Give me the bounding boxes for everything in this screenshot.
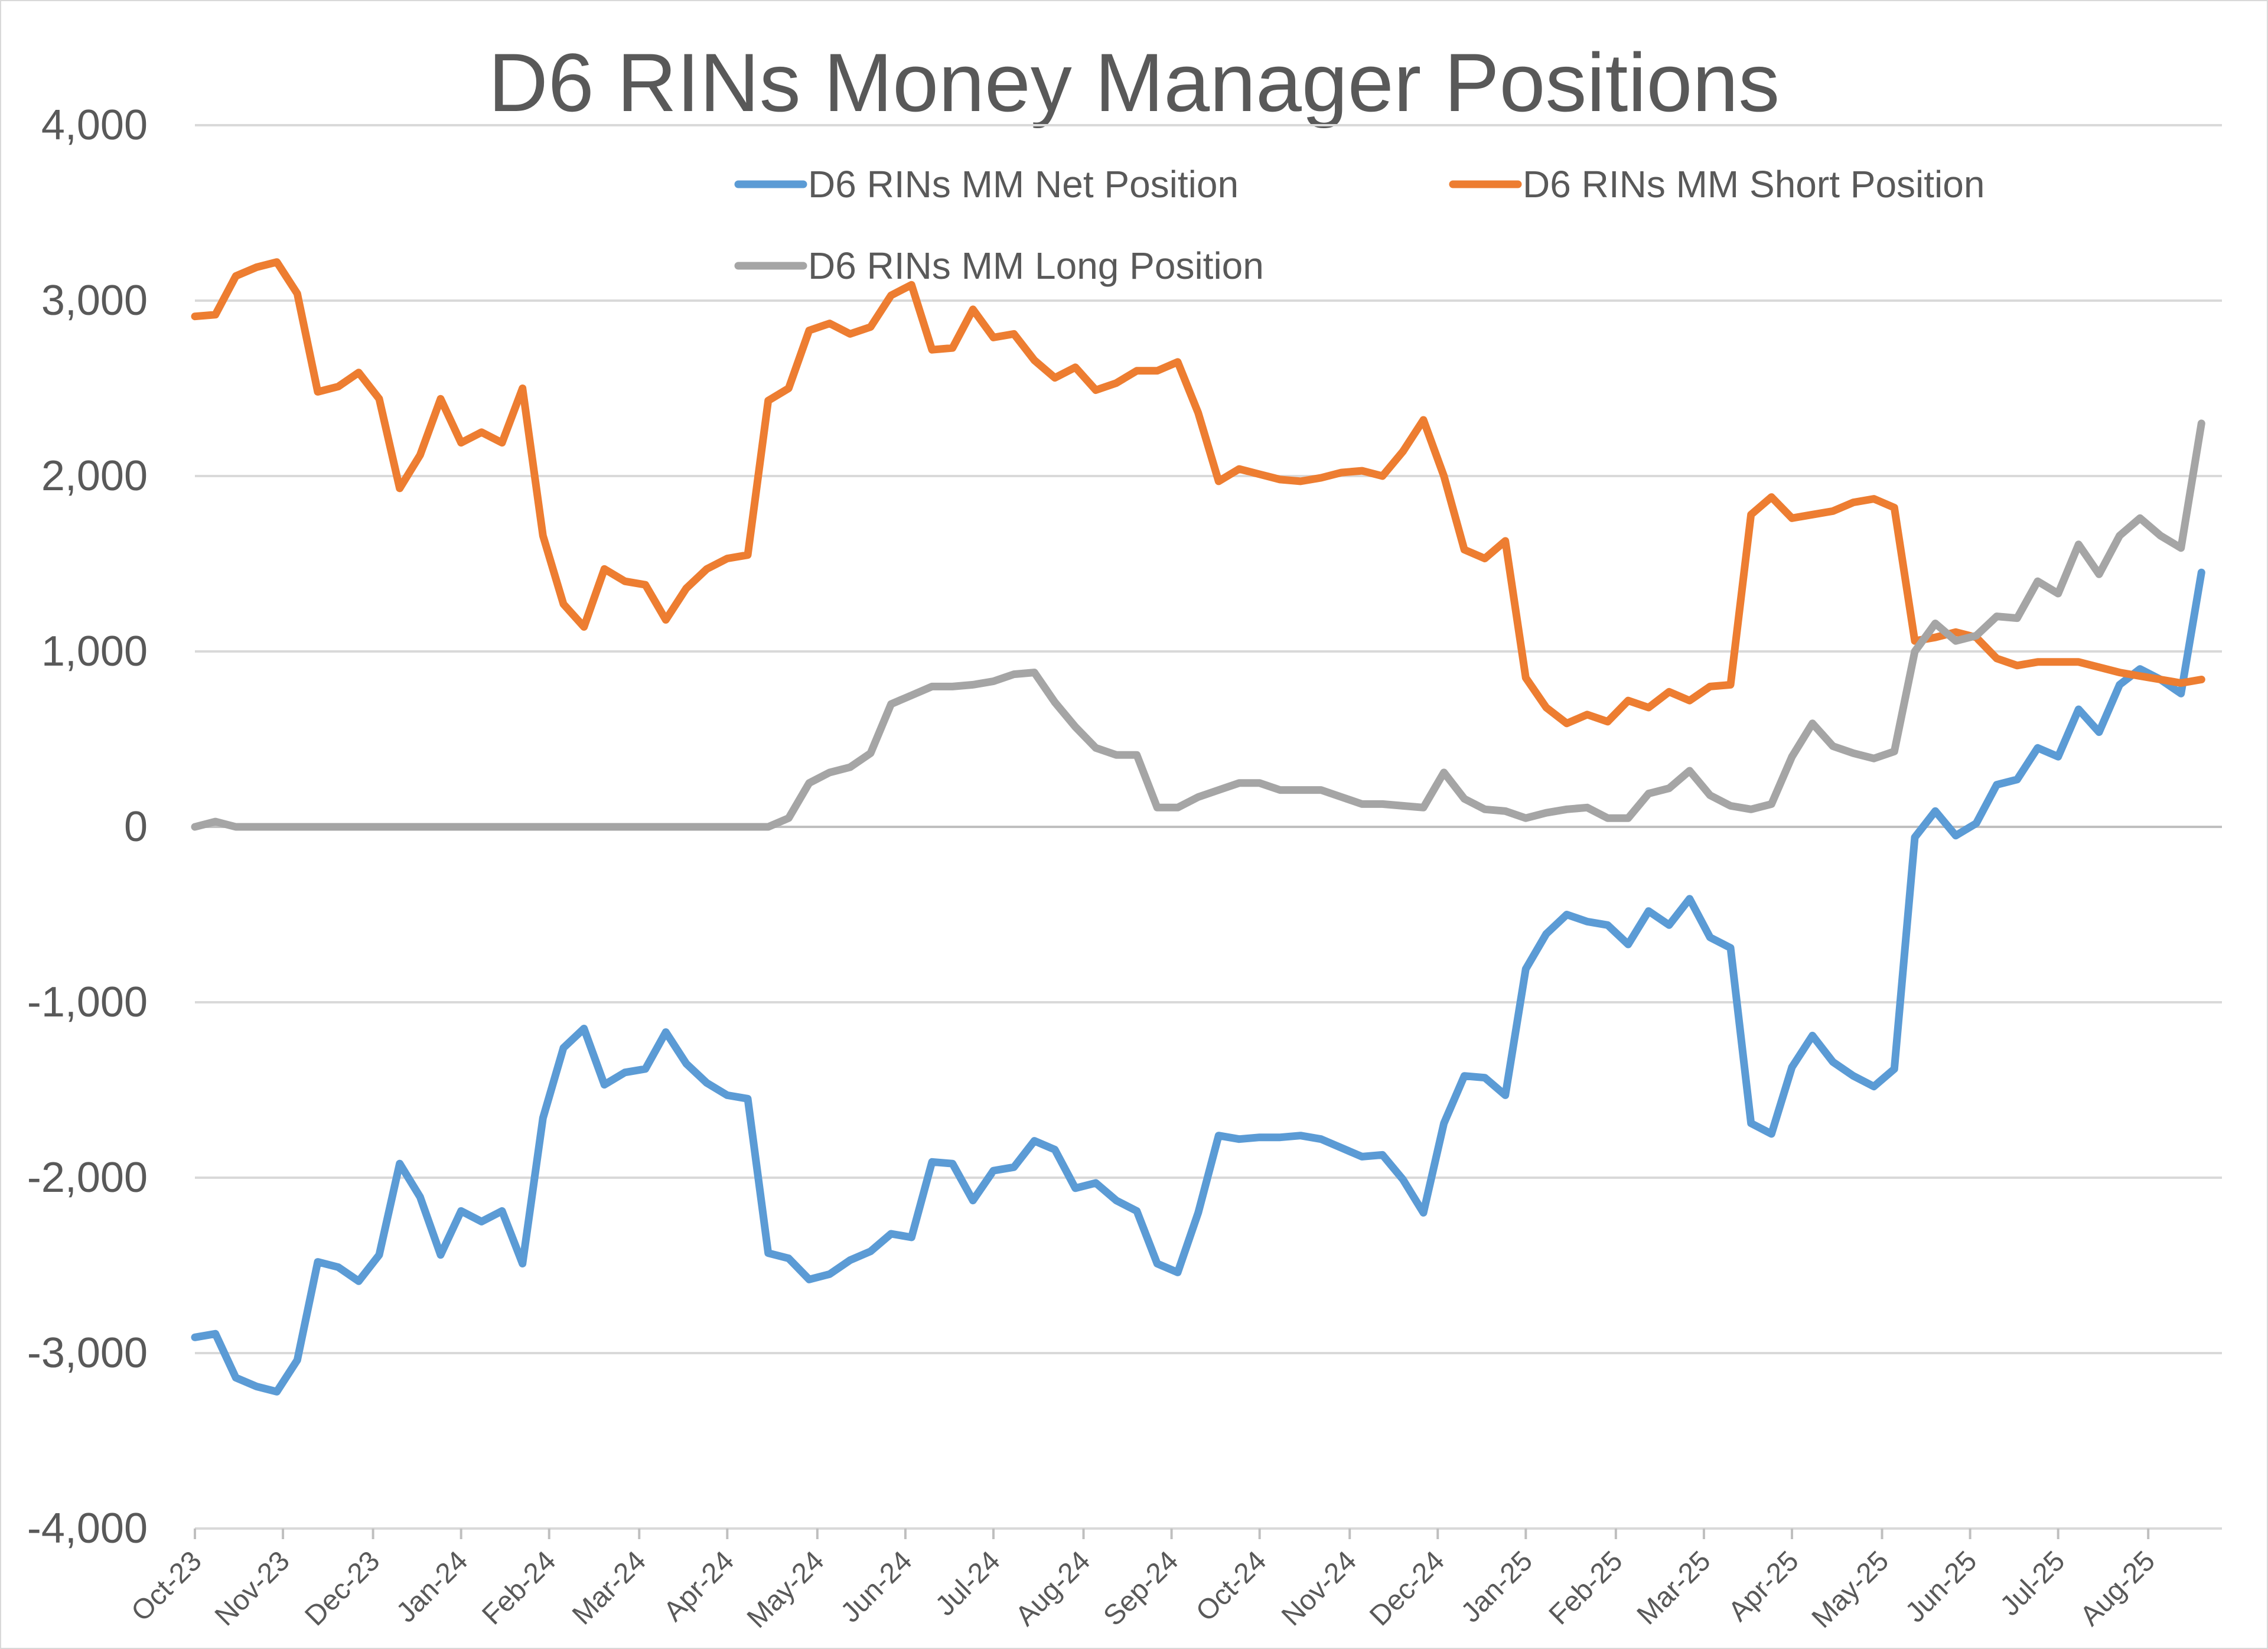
legend-label: D6 RINs MM Short Position — [1523, 163, 1984, 206]
y-tick-label: 0 — [124, 803, 148, 850]
x-tick-label: Jul-24 — [930, 1545, 1006, 1622]
y-tick-label: -1,000 — [27, 979, 148, 1026]
y-axis-ticks: 4,000 3,000 2,000 1,000 0 -1,000 -2,000 -3,000 -… — [27, 102, 148, 1552]
legend-label: D6 RINs MM Net Position — [808, 163, 1239, 206]
x-tick-label: Apr-24 — [658, 1545, 740, 1627]
y-tick-label: -3,000 — [27, 1329, 148, 1377]
y-tick-label: 1,000 — [41, 628, 148, 675]
x-tick-label: Aug-25 — [2074, 1545, 2161, 1632]
legend-label: D6 RINs MM Long Position — [808, 245, 1264, 287]
y-tick-label: 2,000 — [41, 452, 148, 500]
x-tick-label: Jun-25 — [1899, 1545, 1983, 1628]
x-tick-label: Dec-24 — [1364, 1545, 1451, 1632]
x-tick-label: Feb-25 — [1543, 1545, 1629, 1631]
series-line-d6-rins-mm-short-position — [191, 258, 2205, 728]
x-tick-label: Nov-23 — [209, 1545, 296, 1632]
x-tick-label: Mar-24 — [566, 1545, 652, 1631]
x-tick-label: Jan-24 — [390, 1545, 474, 1628]
x-tick-label: Oct-24 — [1190, 1545, 1272, 1627]
x-tick-label: Mar-25 — [1631, 1545, 1717, 1631]
series-line-d6-rins-mm-net-position — [191, 568, 2205, 1396]
x-tick-label: Aug-24 — [1009, 1545, 1096, 1632]
chart-title: D6 RINs Money Manager Positions — [488, 36, 1780, 129]
y-tick-label: 4,000 — [41, 102, 148, 149]
x-tick-label: Jul-25 — [1995, 1545, 2071, 1622]
x-tick-label: Sep-24 — [1097, 1545, 1184, 1632]
y-tick-label: -2,000 — [27, 1154, 148, 1201]
y-tick-label: -4,000 — [27, 1505, 148, 1552]
series-line-d6-rins-mm-long-position — [191, 419, 2205, 831]
x-tick-label: Dec-23 — [299, 1545, 386, 1632]
x-tick-label: May-25 — [1806, 1545, 1895, 1634]
x-tick-label: Apr-25 — [1722, 1545, 1804, 1627]
x-tick-label: Jan-25 — [1455, 1545, 1539, 1628]
x-axis-ticks: Oct-23 Nov-23 Dec-23 Jan-24 Feb-24 Mar-24 Apr-… — [125, 1529, 2161, 1634]
x-tick-label: May-24 — [741, 1545, 830, 1634]
x-tick-label: Oct-23 — [125, 1545, 207, 1627]
x-tick-label: Feb-24 — [476, 1545, 562, 1631]
legend: D6 RINs MM Net Position D6 RINs MM Short … — [734, 163, 1984, 287]
y-tick-label: 3,000 — [41, 277, 148, 324]
x-tick-label: Nov-24 — [1276, 1545, 1363, 1632]
x-tick-label: Jun-24 — [835, 1545, 918, 1628]
series-lines — [191, 258, 2205, 1396]
